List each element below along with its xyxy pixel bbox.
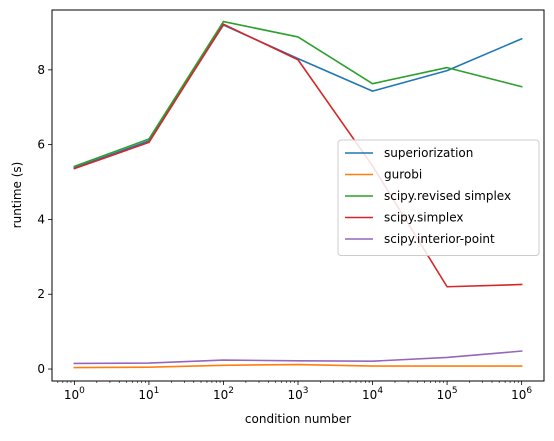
x-tick-base: 10 <box>138 388 153 402</box>
legend-box <box>337 139 540 256</box>
y-tick-label: 2 <box>37 287 45 301</box>
series-line-scipy-simplex <box>73 23 523 288</box>
x-tick-exponent: 1 <box>154 386 160 396</box>
series-line-gurobi <box>73 363 523 369</box>
x-axis-ticks: 100 101 102 103 104 105 106 <box>57 381 532 402</box>
x-tick-base: 10 <box>213 388 228 402</box>
legend-label: scipy.simplex <box>384 211 464 225</box>
x-tick-exponent: 0 <box>79 386 85 396</box>
x-tick-exponent: 2 <box>228 386 234 396</box>
x-tick-label: 103 <box>287 386 308 402</box>
x-axis-label: condition number <box>245 412 351 426</box>
y-axis-ticks: 0 2 4 6 8 <box>37 63 52 376</box>
x-tick-label: 104 <box>362 386 383 402</box>
x-tick-exponent: 4 <box>377 386 383 396</box>
x-tick-label: 102 <box>213 386 234 402</box>
x-tick-label: 100 <box>64 386 85 402</box>
legend-label: gurobi <box>384 168 422 182</box>
series-lines <box>73 20 523 369</box>
y-tick-label: 4 <box>37 212 45 226</box>
x-tick-exponent: 3 <box>303 386 309 396</box>
x-tick-base: 10 <box>287 388 302 402</box>
legend-label: scipy.interior-point <box>384 232 495 246</box>
x-tick-label: 106 <box>511 386 532 402</box>
series-line-scipy-revised-simplex <box>73 20 523 168</box>
x-tick-base: 10 <box>511 388 526 402</box>
y-tick-label: 8 <box>37 63 45 77</box>
x-tick-base: 10 <box>437 388 452 402</box>
x-tick-label: 101 <box>138 386 159 402</box>
x-tick-base: 10 <box>64 388 79 402</box>
x-tick-exponent: 6 <box>526 386 532 396</box>
x-tick-base: 10 <box>362 388 377 402</box>
x-tick-exponent: 5 <box>452 386 458 396</box>
y-tick-label: 6 <box>37 138 45 152</box>
legend: superiorization gurobi scipy.revised simpl… <box>337 139 540 256</box>
series-line-scipy-interior-point <box>73 350 523 365</box>
x-tick-label: 105 <box>437 386 458 402</box>
y-tick-label: 0 <box>37 362 45 376</box>
legend-label: superiorization <box>384 146 473 160</box>
legend-label: scipy.revised simplex <box>384 189 511 203</box>
y-axis-label: runtime (s) <box>10 162 24 229</box>
